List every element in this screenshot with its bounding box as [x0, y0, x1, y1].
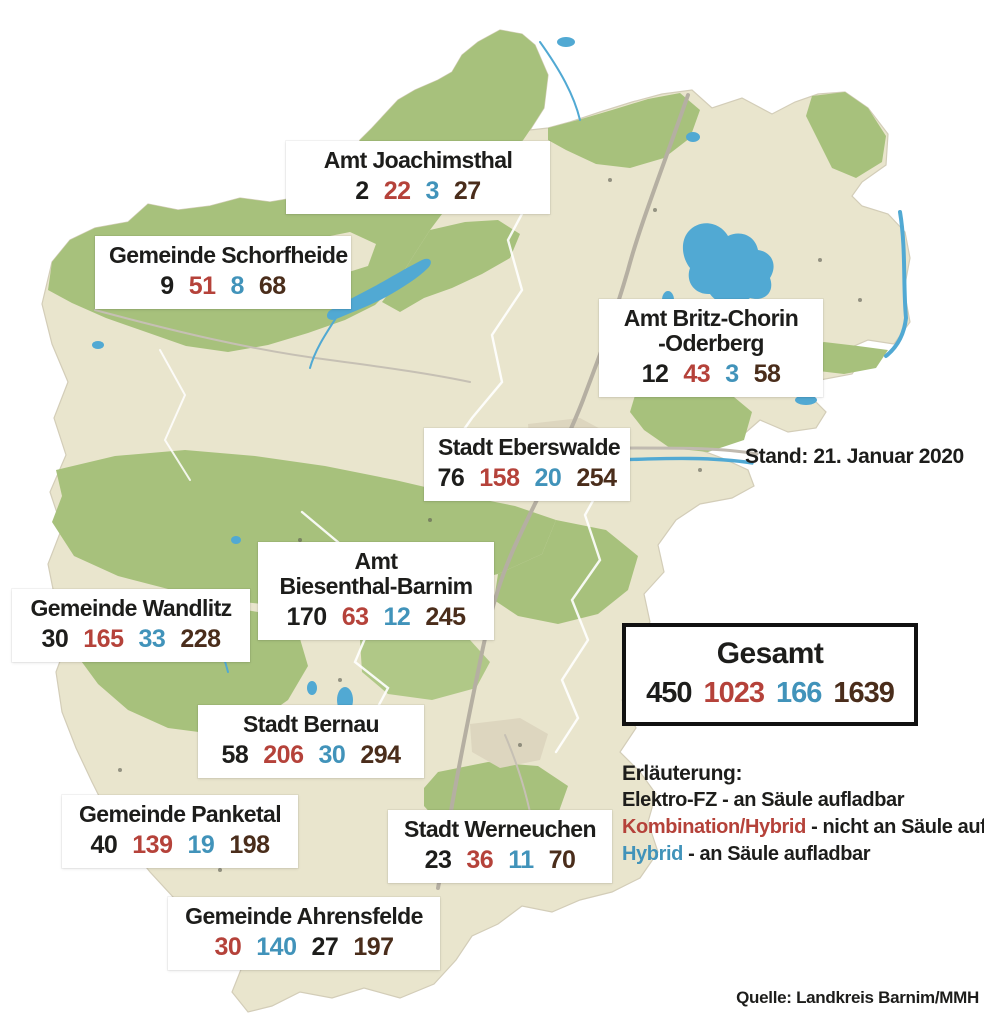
legend-heading: Erläuterung:: [622, 762, 743, 785]
value-elektro: 40: [90, 830, 118, 859]
region-title: Amt: [354, 548, 399, 574]
value-hybrid: 11: [508, 845, 534, 874]
value-elektro: 9: [160, 271, 174, 300]
value-hybrid: 12: [383, 602, 411, 631]
value-hybrid: 30: [318, 740, 346, 769]
region-label-schorfheide: Gemeinde Schorfheide 9 51 8 68: [95, 236, 351, 309]
legend: Erläuterung: Elektro-FZ - an Säule aufla…: [622, 760, 984, 868]
value-kombination: 30: [214, 932, 242, 961]
legend-desc: - nicht an Säule aufladbar: [811, 816, 984, 838]
legend-term: Kombination/Hybrid: [622, 816, 806, 838]
region-values: 2 22 3 27: [300, 177, 536, 206]
value-total: 70: [548, 845, 576, 874]
value-hybrid: 3: [425, 176, 440, 205]
region-values: 12 43 3 58: [613, 360, 809, 389]
value-total: 198: [229, 830, 270, 859]
value-total: 294: [360, 740, 401, 769]
value-total: 245: [425, 602, 466, 631]
value-elektro: 58: [221, 740, 249, 769]
region-values: 170 63 12 245: [272, 603, 480, 632]
region-title: Stadt Werneuchen: [404, 816, 597, 842]
total-title: Gesamt: [716, 637, 824, 670]
legend-term: Hybrid: [622, 843, 683, 865]
region-label-bernau: Stadt Bernau 58 206 30 294: [198, 705, 424, 778]
legend-item-hybrid: Hybrid - an Säule aufladbar: [622, 841, 978, 868]
value-hybrid: 20: [534, 463, 562, 492]
date-stamp: Stand: 21. Januar 2020: [745, 445, 964, 468]
region-title: Stadt Bernau: [243, 711, 380, 737]
value-total: 58: [753, 359, 781, 388]
region-title: Gemeinde Panketal: [79, 801, 282, 827]
region-title: Gemeinde Ahrensfelde: [185, 903, 423, 929]
value-kombination: 43: [683, 359, 711, 388]
region-values: 76 158 20 254: [437, 463, 617, 493]
region-values: 9 51 8 68: [109, 272, 337, 301]
total-box: Gesamt 450 1023 166 1639: [622, 623, 918, 726]
value-elektro: 170: [286, 602, 327, 631]
value-kombination: 63: [341, 602, 369, 631]
total-kombination: 1023: [703, 677, 765, 709]
region-label-biesenthal-barnim: Amt Biesenthal-Barnim 170 63 12 245: [258, 542, 494, 640]
region-label-werneuchen: Stadt Werneuchen 23 36 11 70: [388, 810, 612, 883]
value-elektro: 23: [424, 845, 452, 874]
legend-item-kombination: Kombination/Hybrid - nicht an Säule aufl…: [622, 814, 984, 841]
region-label-joachimsthal: Amt Joachimsthal 2 22 3 27: [286, 141, 550, 214]
value-kombination: 158: [479, 463, 520, 492]
value-kombination: 36: [466, 845, 494, 874]
value-elektro: 27: [311, 932, 339, 961]
region-label-britz-chorin-oderberg: Amt Britz-Chorin -Oderberg 12 43 3 58: [599, 299, 823, 397]
value-total: 228: [180, 624, 221, 653]
region-title-line2: Biesenthal-Barnim: [279, 572, 473, 599]
region-title-line2: -Oderberg: [658, 329, 764, 356]
region-title: Gemeinde Schorfheide: [109, 242, 348, 268]
value-hybrid: 3: [725, 359, 739, 388]
region-title: Stadt Eberswalde: [438, 434, 621, 460]
value-elektro: 2: [355, 176, 369, 205]
value-kombination: 51: [188, 271, 216, 300]
legend-desc: - an Säule aufladbar: [716, 789, 905, 811]
value-total: 27: [453, 176, 481, 205]
region-values: 40 139 19 198: [76, 831, 284, 860]
value-kombination: 22: [383, 176, 411, 205]
source-credit: Quelle: Landkreis Barnim/MMH: [736, 988, 979, 1007]
legend-term: Elektro-FZ: [622, 789, 717, 811]
value-elektro: 30: [41, 624, 69, 653]
region-title: Gemeinde Wandlitz: [30, 595, 232, 621]
region-label-wandlitz: Gemeinde Wandlitz 30 165 33 228: [12, 589, 250, 662]
legend-item-elektro: Elektro-FZ - an Säule aufladbar: [622, 787, 978, 814]
region-title: Amt Britz-Chorin: [623, 305, 799, 331]
value-total: 197: [353, 932, 394, 961]
region-title: Amt Joachimsthal: [323, 147, 513, 173]
value-hybrid: 19: [187, 830, 215, 859]
value-total: 254: [576, 463, 617, 492]
total-elektro: 450: [646, 677, 692, 709]
total-hybrid: 166: [776, 677, 822, 709]
value-kombination: 165: [83, 624, 124, 653]
value-hybrid: 8: [230, 271, 245, 300]
value-total: 68: [258, 271, 286, 300]
region-values: 30 140 27 197: [182, 933, 426, 962]
value-elektro: 76: [437, 463, 465, 492]
value-kombination: 206: [263, 740, 304, 769]
value-kombination: 139: [132, 830, 173, 859]
region-values: 58 206 30 294: [212, 741, 410, 770]
total-values: 450 1023 166 1639: [632, 677, 908, 710]
value-elektro: 12: [641, 359, 669, 388]
region-values: 30 165 33 228: [26, 625, 236, 654]
region-label-panketal: Gemeinde Panketal 40 139 19 198: [62, 795, 298, 868]
value-hybrid: 140: [256, 932, 297, 961]
region-label-eberswalde: Stadt Eberswalde 76 158 20 254: [424, 428, 630, 501]
region-label-ahrensfelde: Gemeinde Ahrensfelde 30 140 27 197: [168, 897, 440, 970]
legend-desc: - an Säule aufladbar: [682, 843, 871, 865]
value-hybrid: 33: [138, 624, 166, 653]
total-sum: 1639: [833, 677, 895, 709]
region-values: 23 36 11 70: [402, 846, 598, 875]
